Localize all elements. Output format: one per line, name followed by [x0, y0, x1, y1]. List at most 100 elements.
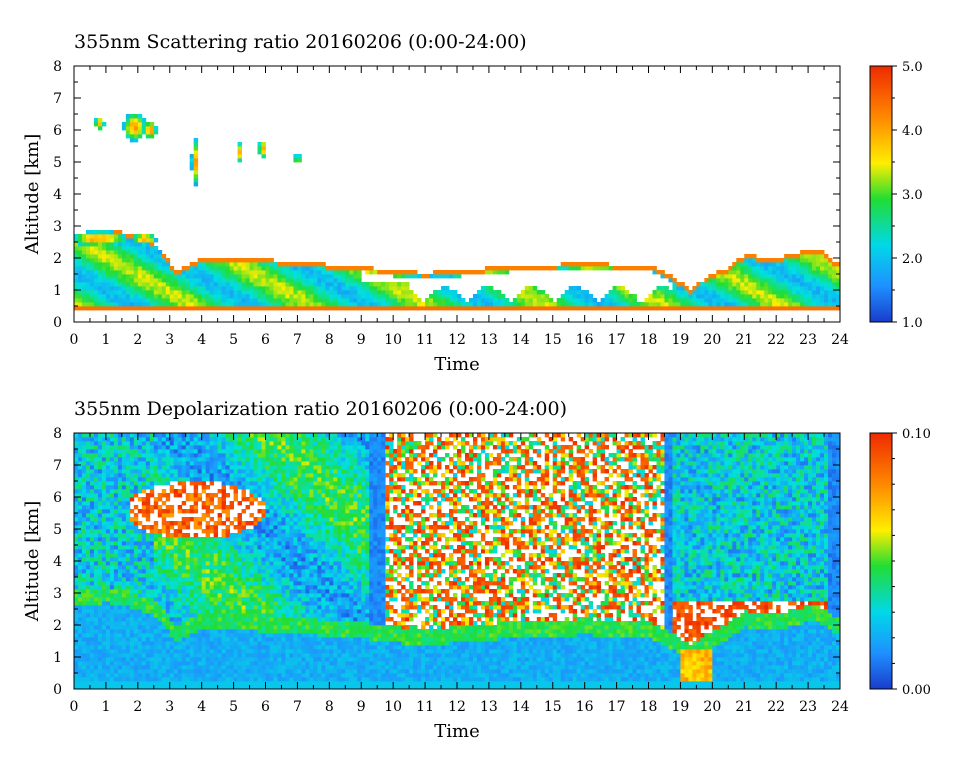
- heatmap-cell: [121, 258, 127, 263]
- heatmap-cell: [125, 473, 131, 478]
- heatmap-cell: [117, 641, 123, 646]
- heatmap-cell: [117, 593, 123, 598]
- heatmap-cell: [285, 266, 290, 271]
- heatmap-cell: [85, 601, 91, 606]
- heatmap-cell: [125, 114, 131, 119]
- heatmap-cell: [101, 270, 107, 275]
- heatmap-cell: [217, 437, 223, 442]
- heatmap-cell: [524, 266, 530, 271]
- heatmap-cell: [197, 629, 203, 634]
- heatmap-cell: [101, 629, 107, 634]
- heatmap-cell: [137, 278, 143, 283]
- heatmap-cell: [89, 505, 95, 510]
- heatmap-cell: [169, 561, 175, 566]
- heatmap-cell: [720, 274, 725, 279]
- heatmap-cell: [245, 258, 250, 263]
- heatmap-cell: [329, 286, 334, 291]
- heatmap-cell: [253, 274, 258, 279]
- heatmap-cell: [249, 469, 254, 474]
- heatmap-cell: [536, 290, 542, 295]
- heatmap-cell: [828, 266, 833, 271]
- heatmap-cell: [157, 513, 163, 518]
- heatmap-cell: [245, 561, 250, 566]
- heatmap-cell: [225, 573, 230, 578]
- heatmap-cell: [161, 469, 167, 474]
- heatmap-cell: [760, 274, 765, 279]
- heatmap-cell: [221, 673, 226, 678]
- heatmap-cell: [317, 302, 322, 307]
- heatmap-cell: [213, 633, 219, 638]
- heatmap-cell: [113, 609, 119, 614]
- heatmap-cell: [205, 453, 211, 458]
- heatmap-cell: [744, 270, 749, 275]
- heatmap-cell: [572, 262, 578, 267]
- heatmap-cell: [197, 609, 203, 614]
- heatmap-cell: [109, 561, 115, 566]
- heatmap-cell: [129, 493, 135, 498]
- heatmap-cell: [213, 461, 219, 466]
- heatmap-cell: [229, 649, 234, 654]
- heatmap-cell: [285, 302, 290, 307]
- heatmap-cell: [85, 677, 91, 682]
- heatmap-cell: [684, 302, 689, 307]
- heatmap-cell: [117, 278, 123, 283]
- heatmap-cell: [756, 262, 761, 267]
- heatmap-cell: [784, 262, 789, 267]
- heatmap-cell: [149, 465, 155, 470]
- heatmap-cell: [756, 258, 761, 263]
- heatmap-cell: [229, 597, 234, 602]
- heatmap-cell: [181, 302, 187, 307]
- heatmap-cell: [169, 541, 175, 546]
- heatmap-cell: [205, 501, 211, 506]
- heatmap-cell: [269, 306, 274, 311]
- heatmap-cell: [141, 617, 147, 622]
- heatmap-cell: [784, 290, 789, 295]
- heatmap-cell: [145, 477, 151, 482]
- heatmap-cell: [193, 501, 199, 506]
- heatmap-cell: [165, 441, 171, 446]
- heatmap-cell: [149, 481, 155, 486]
- heatmap-cell: [484, 298, 490, 303]
- heatmap-cell: [317, 282, 322, 287]
- heatmap-cell: [812, 254, 817, 259]
- heatmap-cell: [756, 282, 761, 287]
- heatmap-cell: [141, 585, 147, 590]
- heatmap-cell: [165, 469, 171, 474]
- heatmap-cell: [165, 262, 171, 267]
- heatmap-cell: [74, 685, 79, 690]
- y-tick-label: 0: [53, 315, 62, 331]
- heatmap-cell: [209, 625, 215, 630]
- heatmap-cell: [393, 274, 398, 279]
- heatmap-cell: [149, 274, 155, 279]
- heatmap-cell: [109, 477, 115, 482]
- heatmap-cell: [133, 238, 139, 243]
- heatmap-cell: [740, 266, 745, 271]
- heatmap-cell: [157, 473, 163, 478]
- heatmap-cell: [141, 589, 147, 594]
- heatmap-cell: [105, 593, 111, 598]
- heatmap-cell: [229, 677, 234, 682]
- heatmap-cell: [93, 593, 99, 598]
- heatmap-cell: [109, 521, 115, 526]
- heatmap-cell: [668, 274, 673, 279]
- heatmap-cell: [353, 290, 358, 295]
- heatmap-cell: [217, 557, 223, 562]
- heatmap-cell: [89, 629, 95, 634]
- heatmap-cell: [165, 589, 171, 594]
- heatmap-cell: [273, 306, 278, 311]
- heatmap-cell: [173, 298, 179, 303]
- heatmap-cell: [285, 298, 290, 303]
- heatmap-cell: [468, 302, 474, 307]
- heatmap-cell: [109, 302, 115, 307]
- heatmap-cell: [225, 621, 230, 626]
- heatmap-cell: [141, 573, 147, 578]
- heatmap-cell: [249, 677, 254, 682]
- heatmap-cell: [249, 449, 254, 454]
- heatmap-cell: [476, 290, 482, 295]
- heatmap-cell: [141, 290, 147, 295]
- heatmap-cell: [97, 585, 103, 590]
- heatmap-cell: [217, 537, 223, 542]
- heatmap-cell: [129, 461, 135, 466]
- heatmap-cell: [269, 278, 274, 283]
- heatmap-cell: [177, 282, 183, 287]
